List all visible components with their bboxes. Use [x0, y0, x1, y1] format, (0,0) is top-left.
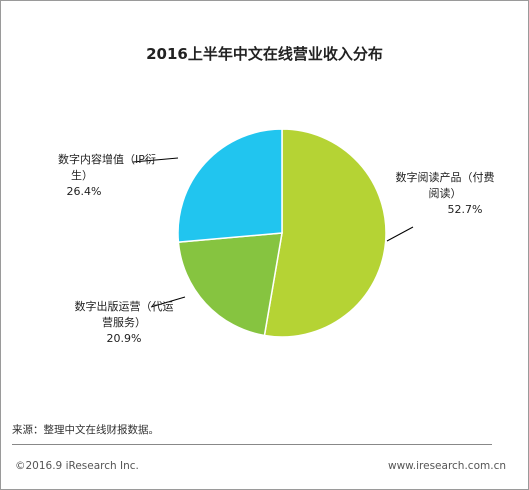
- label-digital-publishing-value: 20.9%: [106, 332, 142, 345]
- footer-divider: [12, 444, 492, 445]
- label-content-value-added: 数字内容增值（IP衍 生） 26.4%: [48, 152, 166, 200]
- chart-title: 2016上半年中文在线营业收入分布: [146, 45, 383, 63]
- label-digital-publishing-line1: 数字出版运营（代运: [74, 300, 174, 313]
- leader-content-value-added: [132, 157, 179, 163]
- label-content-value-added-line1: 数字内容增值（IP衍: [58, 153, 156, 166]
- label-digital-reading-line2: 阅读）: [428, 187, 462, 200]
- label-digital-reading: 数字阅读产品（付费 阅读） 52.7%: [384, 170, 506, 218]
- slice-content-value-added: [177, 128, 283, 243]
- label-content-value-added-line2: 生）: [71, 169, 93, 182]
- label-content-value-added-value: 26.4%: [66, 185, 102, 198]
- label-digital-publishing: 数字出版运营（代运 营服务） 20.9%: [65, 299, 183, 347]
- leader-digital-reading: [386, 226, 414, 242]
- label-digital-reading-value: 52.7%: [447, 203, 483, 216]
- label-digital-publishing-line2: 营服务）: [102, 316, 146, 329]
- label-digital-reading-line1: 数字阅读产品（付费: [395, 171, 495, 184]
- slice-digital-publishing: [177, 232, 283, 337]
- source-note: 来源：整理中文在线财报数据。: [12, 424, 159, 436]
- website-text: www.iresearch.com.cn: [387, 460, 506, 472]
- slice-digital-reading: [263, 128, 387, 338]
- leader-digital-publishing: [150, 296, 186, 308]
- copyright-text: ©2016.9 iResearch Inc.: [15, 460, 139, 472]
